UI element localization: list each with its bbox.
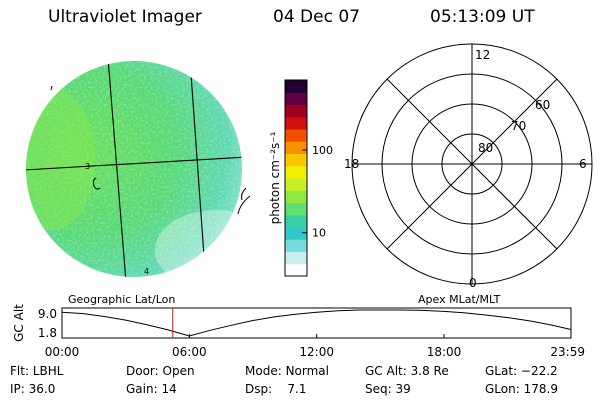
polar-labels: 12 6 0 18 80 70 60 <box>344 48 587 290</box>
xtick-label: 00:00 <box>45 345 80 359</box>
xtick-label: 12:00 <box>299 345 334 359</box>
apex-grid-title: Apex MLat/MLT <box>418 293 501 306</box>
meta-value: Open <box>162 364 195 378</box>
lat-label-60: 60 <box>535 98 550 112</box>
colorbar-segment <box>285 92 307 105</box>
meta-seq: Seq: 39 <box>365 382 411 396</box>
xtick-label: 06:00 <box>172 345 207 359</box>
colorbar: 10 100 photon cm⁻²s⁻¹ <box>268 79 333 277</box>
meta-value: 36.0 <box>28 382 56 396</box>
emission-texture <box>26 61 242 277</box>
polar-grid <box>351 43 593 285</box>
observation-time: 05:13:09 UT <box>430 7 535 27</box>
meta-value: 7.1 <box>287 382 307 396</box>
ytick-label: 1.8 <box>38 326 57 340</box>
coastline-segment <box>92 177 101 190</box>
faint-edge-region <box>155 210 242 277</box>
coastline-segment <box>50 85 53 91</box>
mlt-label-12: 12 <box>475 48 490 62</box>
colorbar-segment <box>285 104 307 118</box>
colorbar-segment <box>285 141 307 154</box>
lat-label-80: 80 <box>478 141 493 155</box>
meta-label: Door: <box>126 364 159 378</box>
meta-label: Seq: <box>365 382 392 396</box>
geographic-grid <box>26 61 242 277</box>
colorbar-segment <box>285 239 307 252</box>
meta-value: −22.2 <box>520 364 558 378</box>
meta-label: GLat: <box>485 364 518 378</box>
meta-dsp: Dsp: 7.1 <box>245 382 307 396</box>
meta-door: Door: Open <box>126 364 195 378</box>
meta-value: Normal <box>285 364 329 378</box>
meta-label: IP: <box>10 382 25 396</box>
colorbar-segment <box>285 153 307 167</box>
xtick-group: 00:00 06:00 12:00 18:00 23:59 <box>45 334 585 359</box>
meta-filter: Flt: LBHL <box>10 364 63 378</box>
meta-label: Flt: <box>10 364 29 378</box>
coastline-segment <box>237 195 251 215</box>
colorbar-segment <box>285 214 307 228</box>
mlt-label-18: 18 <box>344 157 359 171</box>
meta-label: Mode: <box>245 364 282 378</box>
colorbar-segments <box>285 80 307 277</box>
colorbar-segment <box>285 227 307 240</box>
colorbar-segment <box>285 251 307 265</box>
meta-value: 178.9 <box>523 382 558 396</box>
earth-image: 3 4 <box>26 61 251 277</box>
altitude-plot: GC Alt 9.0 1.8 00:00 06:00 12:00 18:00 23:59 <box>12 304 585 359</box>
colorbar-segment <box>285 263 307 277</box>
xtick-label: 18:00 <box>427 345 462 359</box>
coastline-segment <box>241 187 247 201</box>
observation-date: 04 Dec 07 <box>273 7 360 27</box>
meta-value: 39 <box>395 382 411 396</box>
mlt-label-6: 6 <box>579 157 587 171</box>
plot-ylabel: GC Alt <box>12 304 26 342</box>
meta-value: 14 <box>161 382 177 396</box>
colorbar-ticks: 10 100 <box>302 144 333 240</box>
colorbar-segment <box>285 165 307 179</box>
colorbar-segment <box>285 178 307 191</box>
colorbar-segment <box>285 129 307 142</box>
colorbar-tick-label: 10 <box>312 227 326 240</box>
bright-limb-region <box>26 90 95 230</box>
polar-diagonal-line <box>386 78 558 250</box>
meta-value: 3.8 Re <box>410 364 449 378</box>
meta-gc-alt: GC Alt: 3.8 Re <box>365 364 449 378</box>
colorbar-segment <box>285 116 307 130</box>
altitude-line <box>61 309 572 337</box>
grid-label: 4 <box>144 267 149 276</box>
meta-label: Gain: <box>126 382 158 396</box>
meta-label: Dsp: <box>245 382 273 396</box>
meridian-line <box>107 61 127 277</box>
ytick-label: 9.0 <box>38 307 57 321</box>
grid-label: 3 <box>85 162 90 171</box>
parallel-line <box>26 156 242 171</box>
meta-glat: GLat: −22.2 <box>485 364 558 378</box>
xtick-label: 23:59 <box>550 345 585 359</box>
meta-label: GC Alt: <box>365 364 407 378</box>
colorbar-unit-label: photon cm⁻²s⁻¹ <box>268 131 282 224</box>
colorbar-tick-label: 100 <box>312 144 333 157</box>
colorbar-segment <box>285 190 307 203</box>
meta-mode: Mode: Normal <box>245 364 329 378</box>
colorbar-segment <box>285 80 307 93</box>
meta-gain: Gain: 14 <box>126 382 177 396</box>
geographic-grid-title: Geographic Lat/Lon <box>68 293 175 306</box>
coastline <box>50 85 251 215</box>
meta-ip: IP: 36.0 <box>10 382 55 396</box>
mlt-label-0: 0 <box>469 276 477 290</box>
colorbar-segment <box>285 202 307 216</box>
meta-glon: GLon: 178.9 <box>485 382 558 396</box>
meridian-line <box>189 61 206 271</box>
meta-label: GLon: <box>485 382 520 396</box>
instrument-title: Ultraviolet Imager <box>48 7 202 27</box>
colorbar-frame <box>284 79 308 277</box>
lat-label-70: 70 <box>511 119 526 133</box>
meta-value: LBHL <box>32 364 64 378</box>
